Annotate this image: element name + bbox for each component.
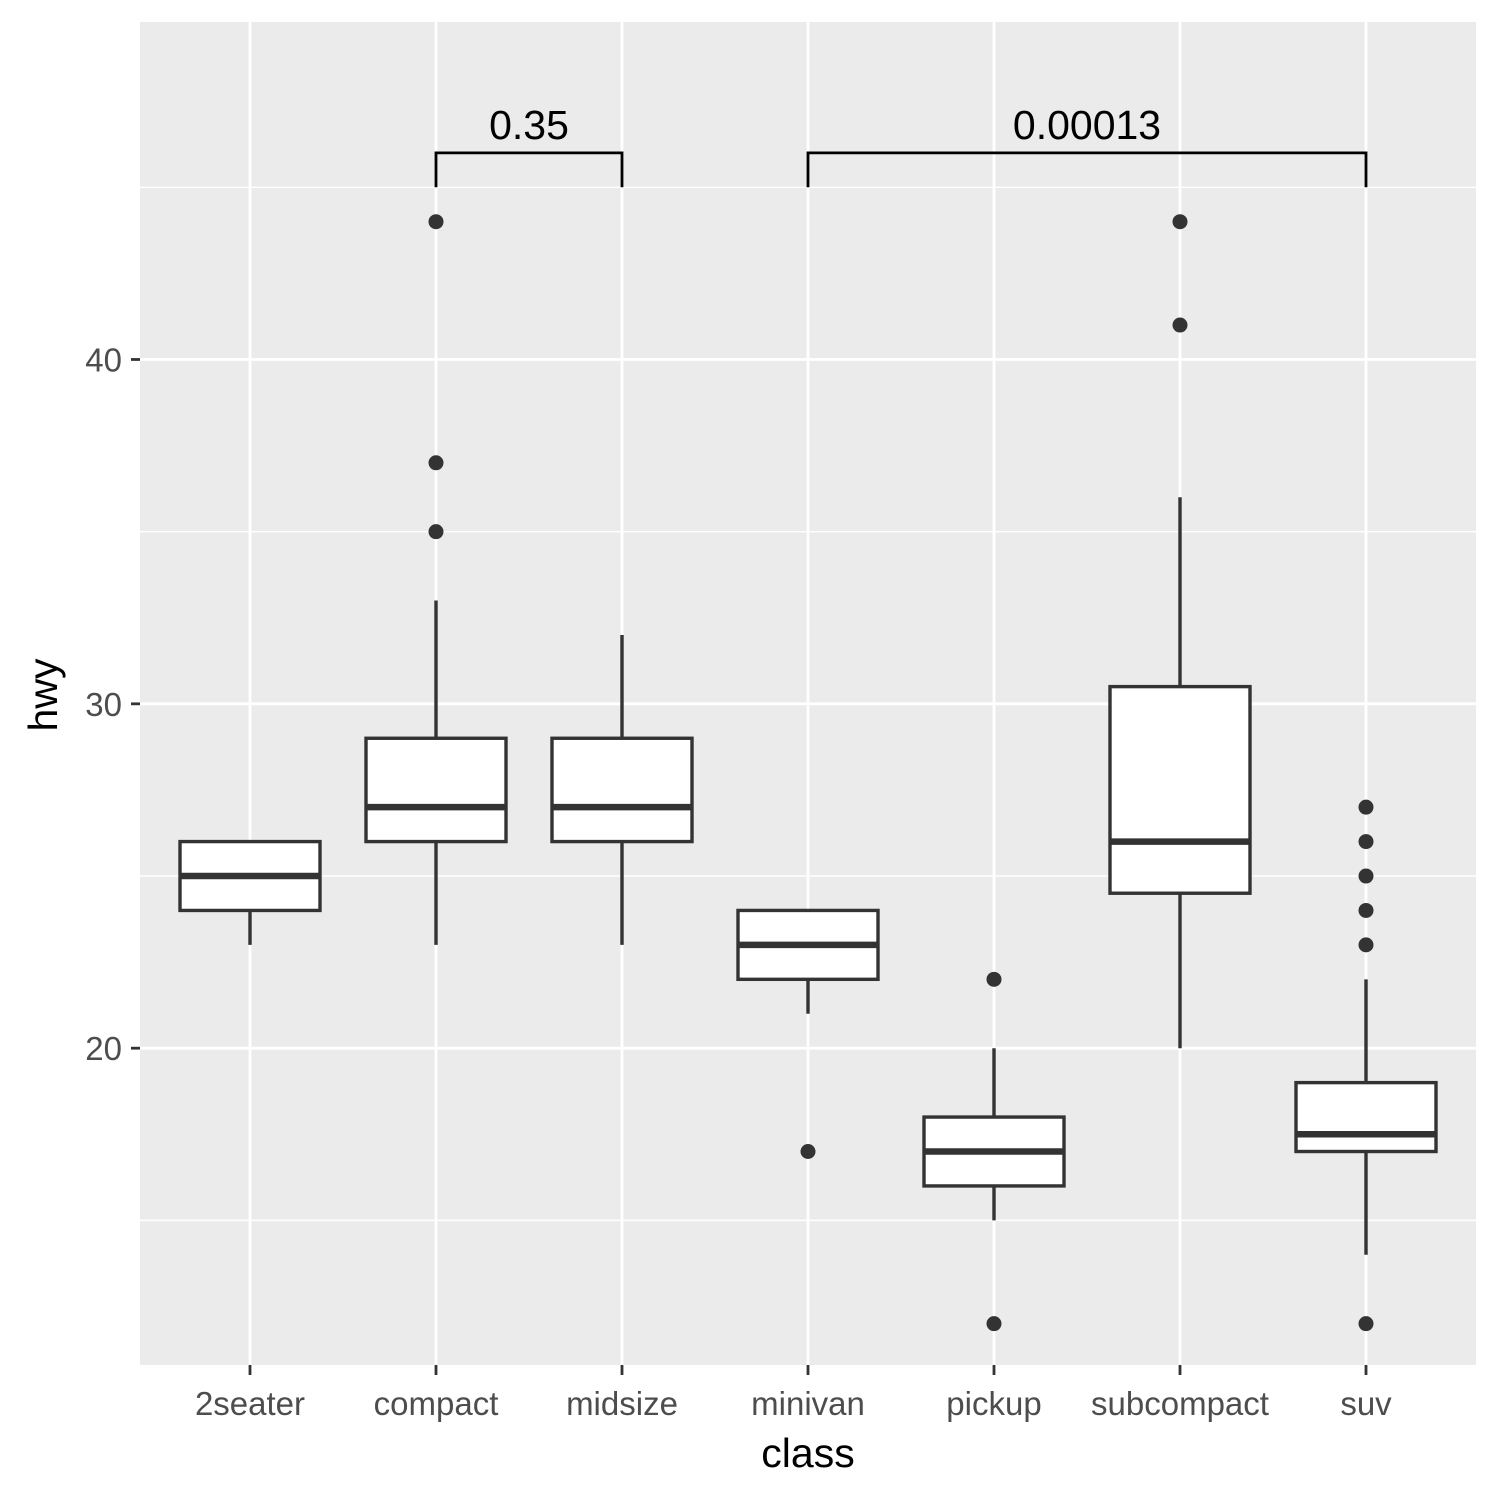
box-iqr [550,736,694,844]
grid [140,22,1476,1365]
x-tick-label: compact [374,1385,499,1422]
box-pickup [922,971,1066,1332]
outlier-point [1172,317,1188,333]
outlier-point [1358,834,1374,850]
outlier-point [1358,902,1374,918]
axes: 20 30 40 2seater compact midsize minivan pickup… [85,341,1392,1422]
x-tick-label: minivan [751,1385,865,1422]
box-2seater [178,839,322,945]
box-iqr [364,736,508,844]
x-tick-label: subcompact [1091,1385,1269,1422]
outlier-point [1172,214,1188,230]
p-value-label: 0.35 [489,102,569,148]
boxes [178,214,1438,1332]
p-value-label: 0.00013 [1013,102,1161,148]
x-tick-label: midsize [566,1385,678,1422]
outlier-point [1358,799,1374,815]
y-tick-label: 20 [85,1030,122,1067]
significance-bracket: 0.00013 [806,102,1368,188]
outlier-point [1358,868,1374,884]
outlier-point [428,214,444,230]
x-tick-label: 2seater [195,1385,305,1422]
outlier-point [428,455,444,471]
significance-bracket: 0.35 [434,102,624,188]
outlier-point [428,524,444,540]
x-tick-label: suv [1340,1385,1392,1422]
x-tick-label: pickup [946,1385,1041,1422]
y-tick-label: 40 [85,341,122,378]
box-midsize [550,634,694,945]
annotations: 0.35 0.00013 [434,102,1368,188]
outlier-point [986,971,1002,987]
box-iqr [1294,1080,1438,1154]
y-tick-label: 30 [85,686,122,723]
outlier-point [800,1143,816,1159]
bracket-line [806,151,1368,188]
box-iqr [1108,684,1252,895]
outlier-point [1358,937,1374,953]
box-suv [1294,799,1438,1332]
y-axis-title: hwy [20,658,66,731]
outlier-point [1358,1316,1374,1332]
outlier-point [986,1316,1002,1332]
x-axis-title: class [761,1430,854,1476]
box-minivan [736,908,880,1159]
box-compact [364,214,508,945]
bracket-line [434,151,624,188]
box-subcompact [1108,214,1252,1049]
